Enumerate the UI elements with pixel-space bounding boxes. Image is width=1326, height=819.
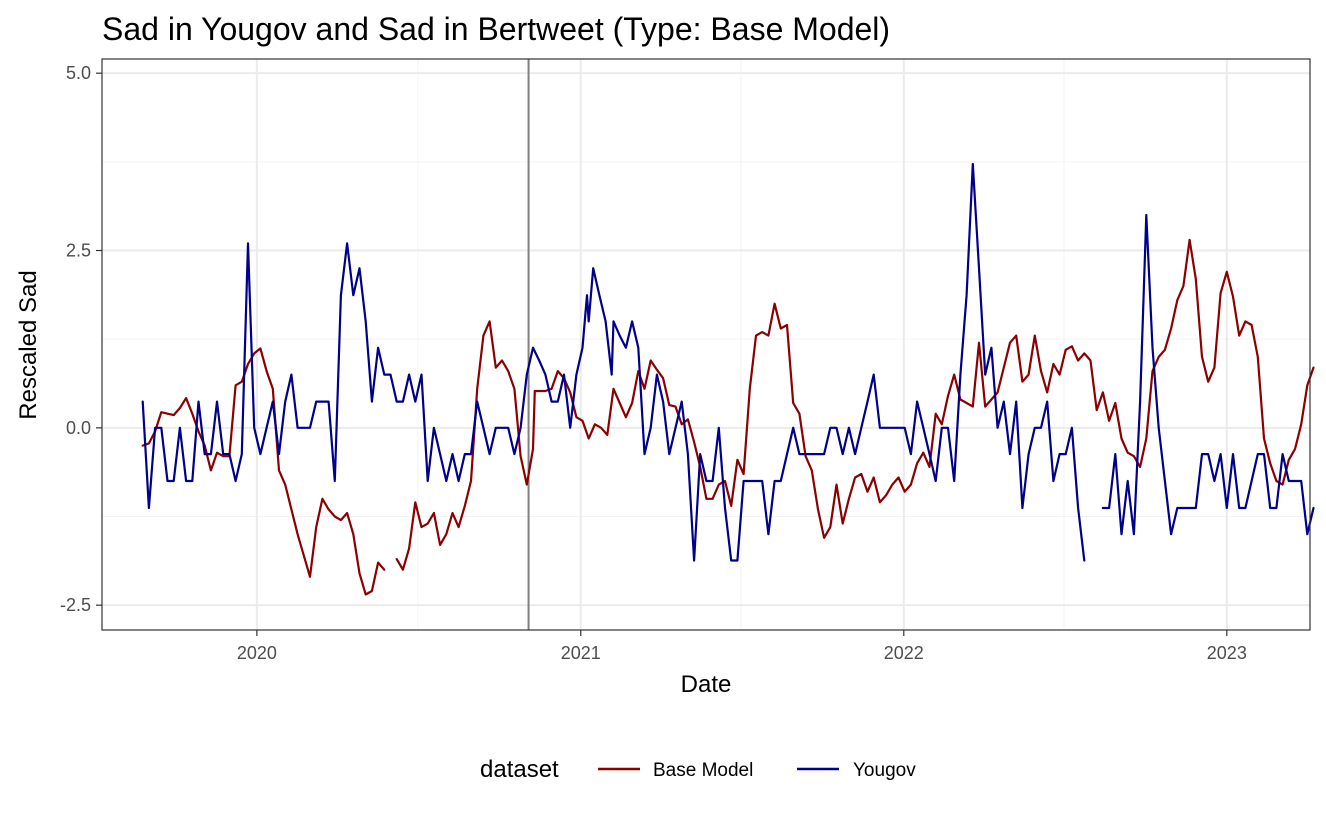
x-tick-label: 2023 (1207, 643, 1247, 663)
legend-title: dataset (480, 756, 559, 783)
x-axis-title: Date (681, 671, 732, 698)
y-tick-label: 5.0 (66, 63, 91, 83)
y-axis-title: Rescaled Sad (15, 270, 42, 419)
legend-label-yougov: Yougov (853, 760, 916, 781)
major-gridlines (102, 59, 1310, 630)
plot-panel (102, 59, 1310, 630)
minor-gridlines (102, 59, 1310, 630)
legend: dataset Base Model Yougov (480, 756, 916, 783)
plot-border (101, 58, 1311, 631)
x-tick-label: 2020 (237, 643, 277, 663)
y-axis: -2.5 0.0 2.5 5.0 (60, 63, 102, 615)
x-tick-label: 2022 (884, 643, 924, 663)
chart-title: Sad in Yougov and Sad in Bertweet (Type:… (102, 11, 890, 47)
y-tick-label: -2.5 (60, 595, 91, 615)
series-line-yougov (141, 162, 1315, 562)
x-tick-label: 2021 (561, 643, 601, 663)
y-tick-label: 2.5 (66, 241, 91, 261)
legend-label-base-model: Base Model (653, 760, 753, 781)
series-lines (141, 162, 1315, 596)
x-axis: 2020 2021 2022 2023 (237, 630, 1247, 663)
y-tick-label: 0.0 (66, 418, 91, 438)
